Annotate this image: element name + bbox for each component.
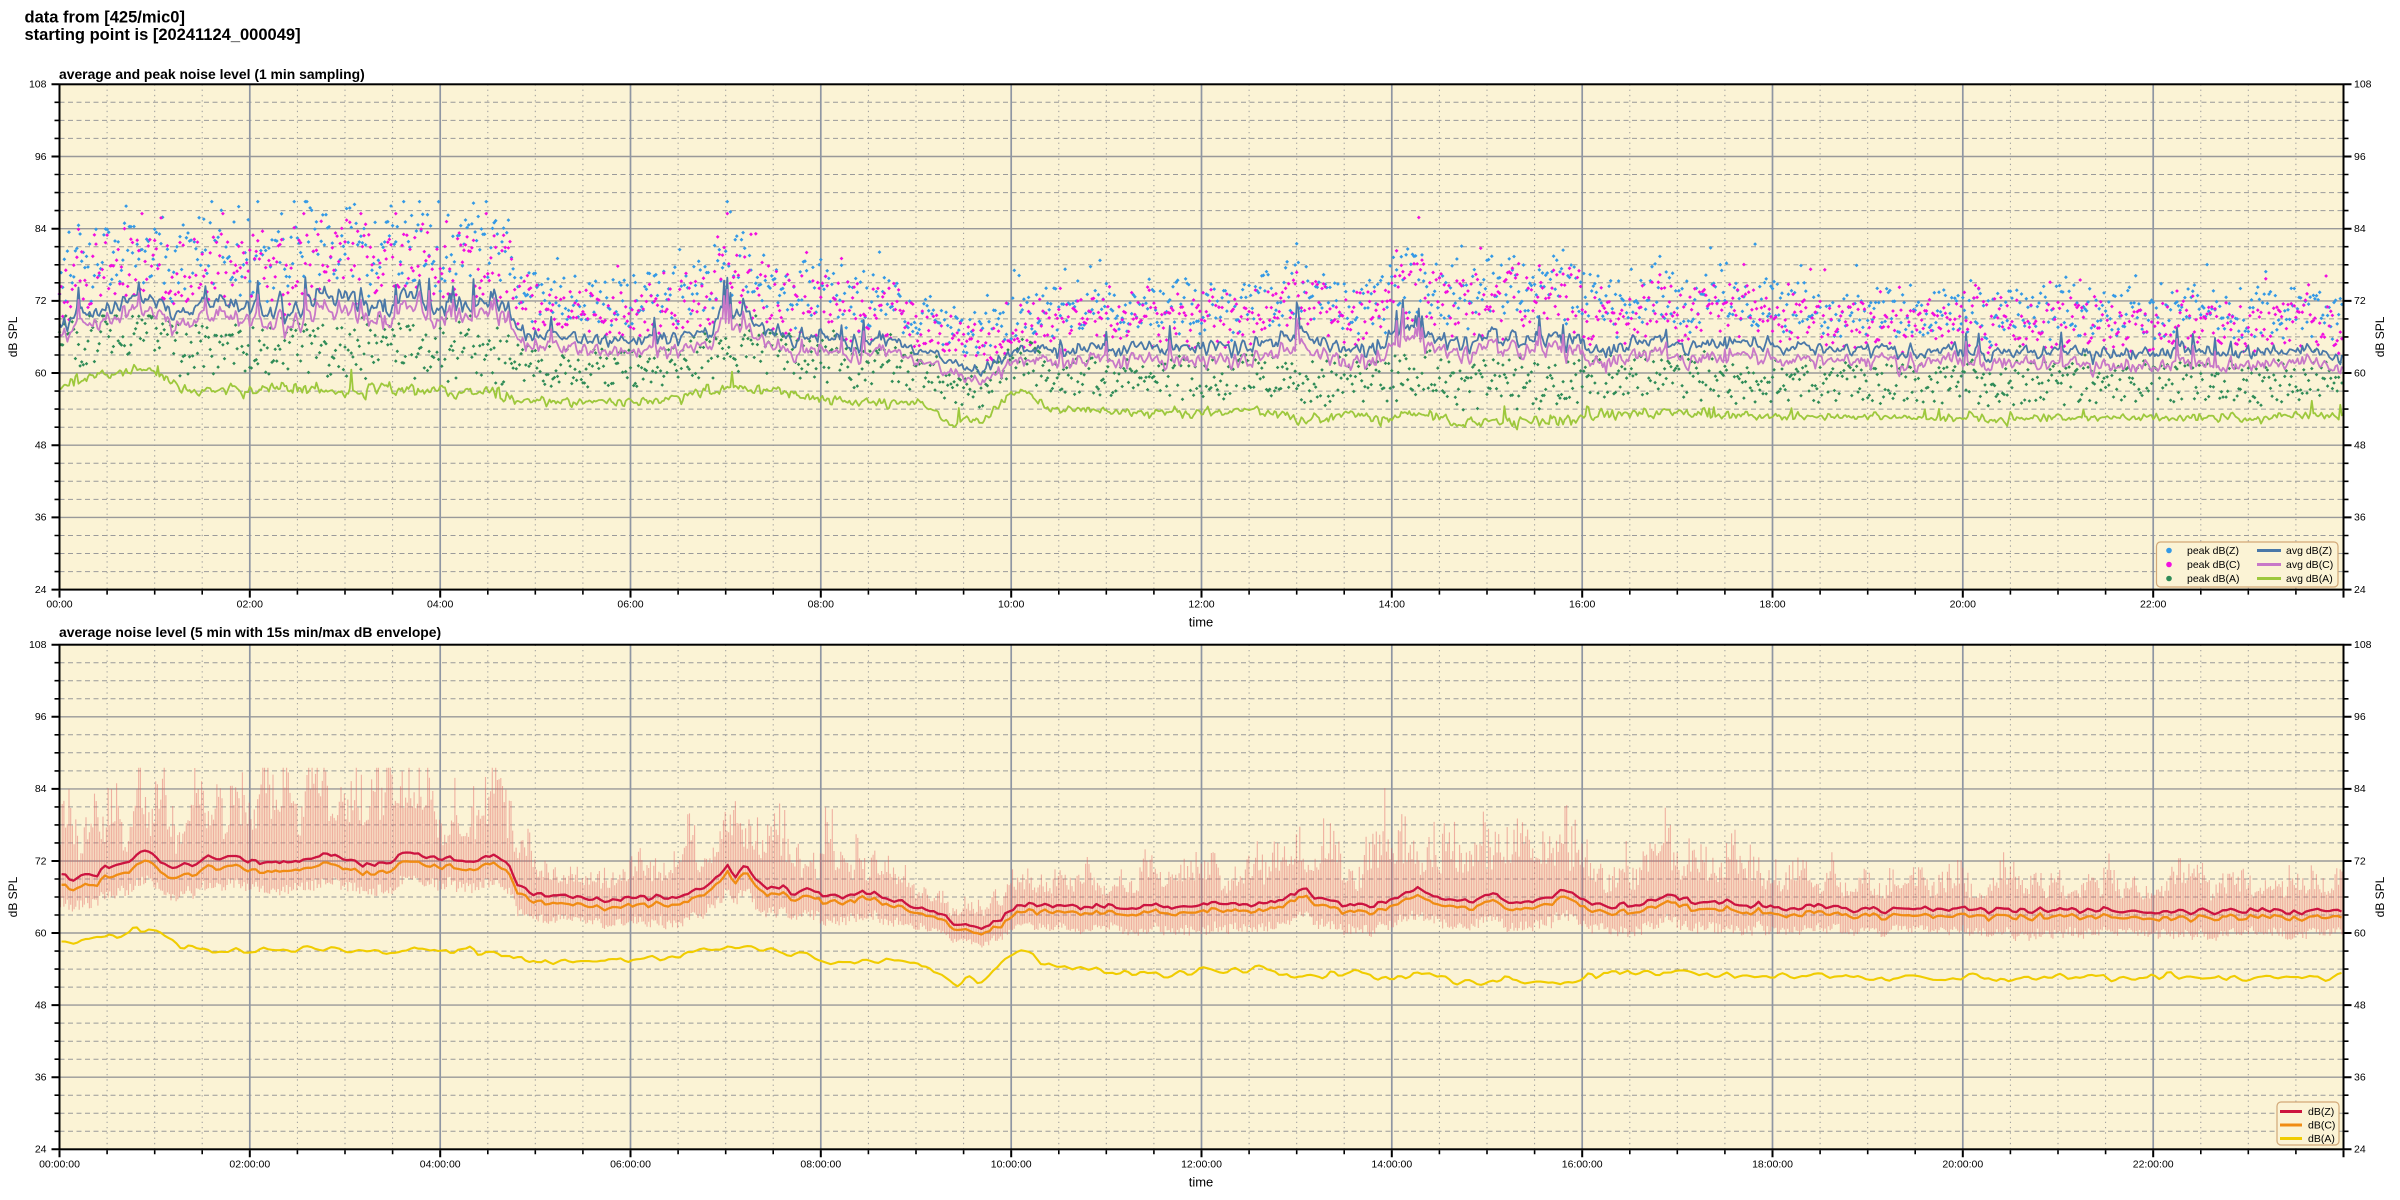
svg-text:dB SPL: dB SPL [2373,876,2387,917]
svg-text:12:00: 12:00 [1188,599,1214,611]
svg-text:72: 72 [35,295,47,307]
svg-text:04:00:00: 04:00:00 [420,1158,461,1170]
svg-text:dB(C): dB(C) [2308,1120,2335,1132]
svg-text:data from [425/mic0]: data from [425/mic0] [25,9,185,27]
svg-text:48: 48 [2354,999,2366,1011]
svg-text:108: 108 [2354,639,2372,651]
svg-text:average and peak noise level (: average and peak noise level (1 min samp… [59,66,365,82]
svg-text:84: 84 [35,783,47,795]
svg-text:36: 36 [35,512,47,524]
svg-text:24: 24 [2354,584,2366,596]
svg-text:18:00:00: 18:00:00 [1752,1158,1793,1170]
svg-text:peak dB(Z): peak dB(Z) [2187,545,2239,557]
svg-text:06:00: 06:00 [617,599,643,611]
svg-text:84: 84 [2354,223,2366,235]
svg-text:48: 48 [2354,440,2366,452]
svg-text:dB(Z): dB(Z) [2308,1106,2334,1118]
svg-text:108: 108 [29,639,47,651]
svg-text:36: 36 [35,1072,47,1084]
svg-text:84: 84 [2354,783,2366,795]
svg-text:14:00:00: 14:00:00 [1371,1158,1412,1170]
svg-text:96: 96 [2354,151,2366,163]
svg-text:36: 36 [2354,512,2366,524]
svg-text:84: 84 [35,223,47,235]
svg-text:24: 24 [2354,1144,2366,1156]
svg-text:time: time [1189,1174,1214,1189]
svg-text:108: 108 [2354,79,2372,91]
svg-text:72: 72 [2354,295,2366,307]
svg-text:60: 60 [2354,367,2366,379]
svg-text:12:00:00: 12:00:00 [1181,1158,1222,1170]
svg-text:16:00:00: 16:00:00 [1562,1158,1603,1170]
svg-text:22:00: 22:00 [2140,599,2166,611]
svg-text:36: 36 [2354,1072,2366,1084]
svg-text:96: 96 [35,151,47,163]
svg-text:peak dB(A): peak dB(A) [2187,573,2240,585]
svg-text:10:00:00: 10:00:00 [991,1158,1032,1170]
svg-text:02:00: 02:00 [237,599,263,611]
svg-text:starting point is [20241124_00: starting point is [20241124_000049] [25,26,301,44]
svg-text:22:00:00: 22:00:00 [2133,1158,2174,1170]
svg-text:48: 48 [35,440,47,452]
svg-text:24: 24 [35,1144,47,1156]
svg-text:avg dB(A): avg dB(A) [2286,573,2333,585]
svg-text:avg dB(Z): avg dB(Z) [2286,545,2332,557]
svg-text:108: 108 [29,79,47,91]
svg-text:00:00:00: 00:00:00 [39,1158,80,1170]
svg-text:20:00: 20:00 [1950,599,1976,611]
svg-text:60: 60 [2354,927,2366,939]
svg-text:dB(A): dB(A) [2308,1133,2335,1145]
svg-text:10:00: 10:00 [998,599,1024,611]
svg-text:18:00: 18:00 [1759,599,1785,611]
svg-text:14:00: 14:00 [1379,599,1405,611]
svg-text:00:00: 00:00 [46,599,72,611]
svg-text:avg dB(C): avg dB(C) [2286,559,2333,571]
svg-text:96: 96 [2354,711,2366,723]
svg-text:08:00: 08:00 [808,599,834,611]
svg-text:dB SPL: dB SPL [6,876,20,917]
svg-text:16:00: 16:00 [1569,599,1595,611]
svg-text:04:00: 04:00 [427,599,453,611]
svg-text:dB SPL: dB SPL [2373,316,2387,357]
svg-text:24: 24 [35,584,47,596]
svg-text:60: 60 [35,927,47,939]
svg-text:peak dB(C): peak dB(C) [2187,559,2240,571]
svg-text:20:00:00: 20:00:00 [1942,1158,1983,1170]
svg-text:72: 72 [2354,855,2366,867]
svg-text:48: 48 [35,999,47,1011]
svg-text:72: 72 [35,855,47,867]
svg-text:dB SPL: dB SPL [6,316,20,357]
svg-text:02:00:00: 02:00:00 [229,1158,270,1170]
svg-text:96: 96 [35,711,47,723]
svg-text:06:00:00: 06:00:00 [610,1158,651,1170]
svg-text:average noise level (5 min wit: average noise level (5 min with 15s min/… [59,624,441,640]
svg-text:60: 60 [35,367,47,379]
svg-text:08:00:00: 08:00:00 [800,1158,841,1170]
svg-text:time: time [1189,615,1214,630]
